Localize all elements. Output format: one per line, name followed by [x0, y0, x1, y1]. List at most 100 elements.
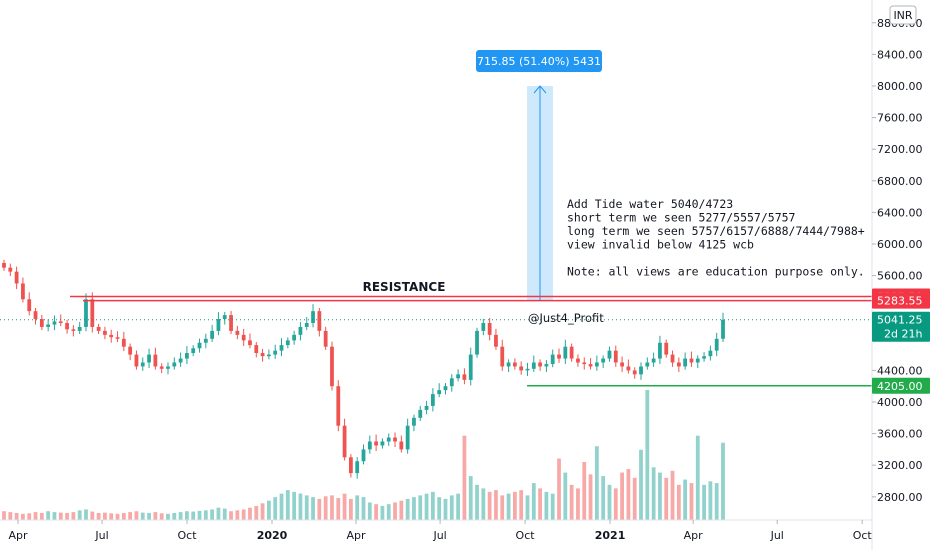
- volume-bar: [613, 488, 618, 520]
- volume-bar: [342, 493, 347, 520]
- volume-bar: [33, 512, 38, 520]
- candle-body: [494, 334, 498, 347]
- volume-bar: [292, 491, 297, 520]
- volume-bar: [639, 449, 643, 520]
- candle-body: [424, 405, 429, 410]
- price-tick-label: 6000.00: [877, 238, 923, 251]
- candle-body: [216, 319, 221, 331]
- volume-bar: [449, 495, 454, 520]
- volume-bar: [348, 498, 353, 520]
- volume-bar: [273, 497, 278, 520]
- candle-body: [399, 441, 404, 450]
- volume-bar: [153, 512, 158, 520]
- candle-body: [462, 374, 467, 380]
- volume-bar: [721, 442, 725, 520]
- candle-body: [140, 362, 145, 367]
- horizontal-lines[interactable]: [0, 295, 872, 387]
- volume-bar: [500, 495, 505, 520]
- time-tick-label: Jul: [770, 529, 784, 542]
- volume-bar: [525, 495, 530, 520]
- candle-body: [481, 323, 486, 331]
- candle-body: [323, 330, 328, 347]
- candle-body: [632, 370, 637, 375]
- volume-bar: [645, 390, 650, 520]
- volume-bar: [632, 477, 637, 520]
- candle-body: [153, 354, 158, 367]
- volume-bar: [430, 491, 435, 520]
- volume-bar: [121, 512, 126, 520]
- candle-body: [487, 323, 492, 335]
- volume-bar: [166, 513, 170, 520]
- volume-bar: [241, 509, 246, 520]
- price-tick-label: 5600.00: [877, 270, 923, 283]
- volume-bar: [443, 498, 448, 520]
- volume-bar: [267, 500, 271, 520]
- time-tick-label: Apr: [8, 529, 28, 542]
- candle-body: [613, 350, 618, 363]
- volume-bar: [393, 502, 397, 520]
- candle-body: [512, 362, 517, 367]
- volume-bar: [380, 505, 385, 520]
- price-tick-label: 3600.00: [877, 428, 923, 441]
- volume-bar: [683, 479, 688, 520]
- candle-body: [229, 315, 233, 331]
- annotation-line: view invalid below 4125 wcb: [567, 238, 754, 252]
- volume-bar: [651, 467, 656, 520]
- volume-bar: [487, 491, 492, 520]
- volume-bar: [235, 510, 240, 520]
- candle-body: [128, 346, 133, 355]
- candle-body: [273, 350, 278, 355]
- candle-body: [166, 366, 170, 369]
- time-axis[interactable]: Apr Jul Oct 2020 Apr Jul Oct 2021 Apr Jul Oct: [0, 519, 872, 542]
- volume-bar: [418, 495, 423, 520]
- candle-body: [607, 350, 612, 359]
- annotation-line: long term we seen 5757/6157/6888/7444/79…: [567, 224, 865, 238]
- candle-body: [185, 353, 189, 359]
- candle-body: [279, 345, 284, 351]
- volume-bar: [14, 512, 19, 520]
- volume-bar: [582, 462, 587, 520]
- candle-body: [651, 358, 656, 363]
- volume-bar: [550, 493, 555, 520]
- currency-label: INR: [893, 9, 912, 22]
- resistance-label: RESISTANCE: [363, 280, 446, 294]
- measure-tool[interactable]: 2715.85 (51.40%) 54317: [470, 50, 608, 301]
- volume-bar: [109, 513, 114, 520]
- volume-bar: [285, 490, 290, 520]
- candle-body: [658, 342, 662, 359]
- measure-arrow-head: [533, 85, 547, 94]
- candle-body: [203, 338, 208, 343]
- volume-bar: [563, 472, 568, 520]
- candle-body: [355, 461, 360, 474]
- candle-body: [582, 362, 587, 365]
- candle-body: [311, 311, 315, 323]
- volume-bar: [128, 512, 133, 520]
- annotation-line: Add Tide water 5040/4723: [567, 197, 733, 211]
- measure-label: 2715.85 (51.40%) 54317: [470, 55, 608, 68]
- volume-bar: [103, 512, 107, 520]
- candle-body: [531, 362, 536, 369]
- measure-label-bg: [476, 50, 602, 72]
- price-axis[interactable]: 8800.008400.008000.007600.007200.006800.…: [871, 0, 930, 550]
- candle-body: [96, 326, 101, 331]
- price-label-bg: [872, 377, 930, 394]
- volume-bar: [437, 497, 442, 520]
- candle-body: [544, 364, 549, 367]
- volume-bar: [77, 510, 82, 520]
- candle-body: [134, 354, 139, 367]
- candle-body: [33, 311, 38, 320]
- candle-body: [475, 330, 479, 355]
- volume-bar: [90, 511, 95, 520]
- candle-body: [109, 334, 114, 338]
- candle-body: [576, 358, 580, 363]
- volume-bar: [210, 509, 215, 520]
- candle-body: [84, 299, 88, 327]
- time-tick-label: 2021: [595, 529, 626, 542]
- candle-body: [500, 346, 505, 367]
- candle-body: [254, 345, 259, 354]
- candle-body: [449, 378, 454, 387]
- volume-bar: [2, 511, 6, 520]
- time-tick-label: Oct: [516, 529, 536, 542]
- volume-bar: [336, 498, 341, 520]
